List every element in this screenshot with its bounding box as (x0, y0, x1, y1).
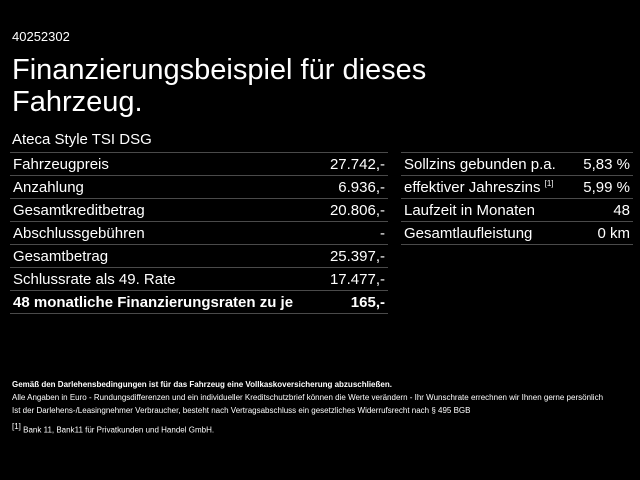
row-value: 25.397,- (321, 244, 388, 268)
footnote: [1] Bank 11, Bank11 für Privatkunden und… (12, 420, 632, 437)
table-row: Gesamtkreditbetrag 20.806,- (10, 198, 388, 222)
table-row-monthly-rate: 48 monatliche Finanzierungsraten zu je 16… (10, 290, 388, 314)
row-label: Anzahlung (10, 175, 322, 199)
table-row: Schlussrate als 49. Rate 17.477,- (10, 267, 388, 291)
row-label-cell: effektiver Jahreszins [1] (401, 175, 575, 199)
footnote-text: Bank 11, Bank11 für Privatkunden und Han… (23, 425, 215, 435)
disclaimer-line: Alle Angaben in Euro - Rundungsdifferenz… (12, 393, 604, 402)
vehicle-id: 40252302 (12, 29, 70, 44)
footnote-ref: [1] (544, 178, 554, 188)
row-value: - (321, 221, 388, 245)
page-title: Finanzierungsbeispiel für dieses Fahrzeu… (12, 54, 427, 118)
legal-notes: Gemäß den Darlehensbedingungen ist für d… (12, 378, 632, 437)
row-label: effektiver Jahreszins (404, 178, 541, 196)
row-value: 48 (574, 198, 633, 222)
table-row: Sollzins gebunden p.a. 5,83 % (401, 152, 633, 176)
row-label: Fahrzeugpreis (10, 152, 322, 176)
table-row: Gesamtlaufleistung 0 km (401, 221, 633, 245)
row-value: 17.477,- (321, 267, 388, 291)
row-label: 48 monatliche Finanzierungsraten zu je (10, 290, 322, 314)
row-label: Schlussrate als 49. Rate (10, 267, 322, 291)
table-row: Laufzeit in Monaten 48 (401, 198, 633, 222)
row-label: Gesamtbetrag (10, 244, 322, 268)
row-value: 20.806,- (321, 198, 388, 222)
table-row: effektiver Jahreszins [1] 5,99 % (401, 175, 633, 199)
row-label: Gesamtkreditbetrag (10, 198, 322, 222)
row-label: Abschlussgebühren (10, 221, 322, 245)
row-value: 6.936,- (321, 175, 388, 199)
row-value: 5,99 % (574, 175, 633, 199)
row-value: 5,83 % (574, 152, 633, 176)
row-label: Gesamtlaufleistung (401, 221, 575, 245)
model-name: Ateca Style TSI DSG (12, 131, 152, 148)
row-label: Laufzeit in Monaten (401, 198, 575, 222)
interest-table: Sollzins gebunden p.a. 5,83 % effektiver … (401, 152, 633, 245)
table-row: Fahrzeugpreis 27.742,- (10, 152, 388, 176)
table-row: Gesamtbetrag 25.397,- (10, 244, 388, 268)
row-label: Sollzins gebunden p.a. (401, 152, 575, 176)
row-value: 27.742,- (321, 152, 388, 176)
table-row: Abschlussgebühren - (10, 221, 388, 245)
row-value: 165,- (321, 290, 388, 314)
withdrawal-note: Ist der Darlehens-/Leasingnehmer Verbrau… (12, 406, 471, 415)
row-value: 0 km (574, 221, 633, 245)
insurance-note: Gemäß den Darlehensbedingungen ist für d… (12, 380, 392, 389)
financing-table: Fahrzeugpreis 27.742,- Anzahlung 6.936,- G… (10, 152, 388, 314)
footnote-mark: [1] (12, 422, 21, 431)
table-row: Anzahlung 6.936,- (10, 175, 388, 199)
